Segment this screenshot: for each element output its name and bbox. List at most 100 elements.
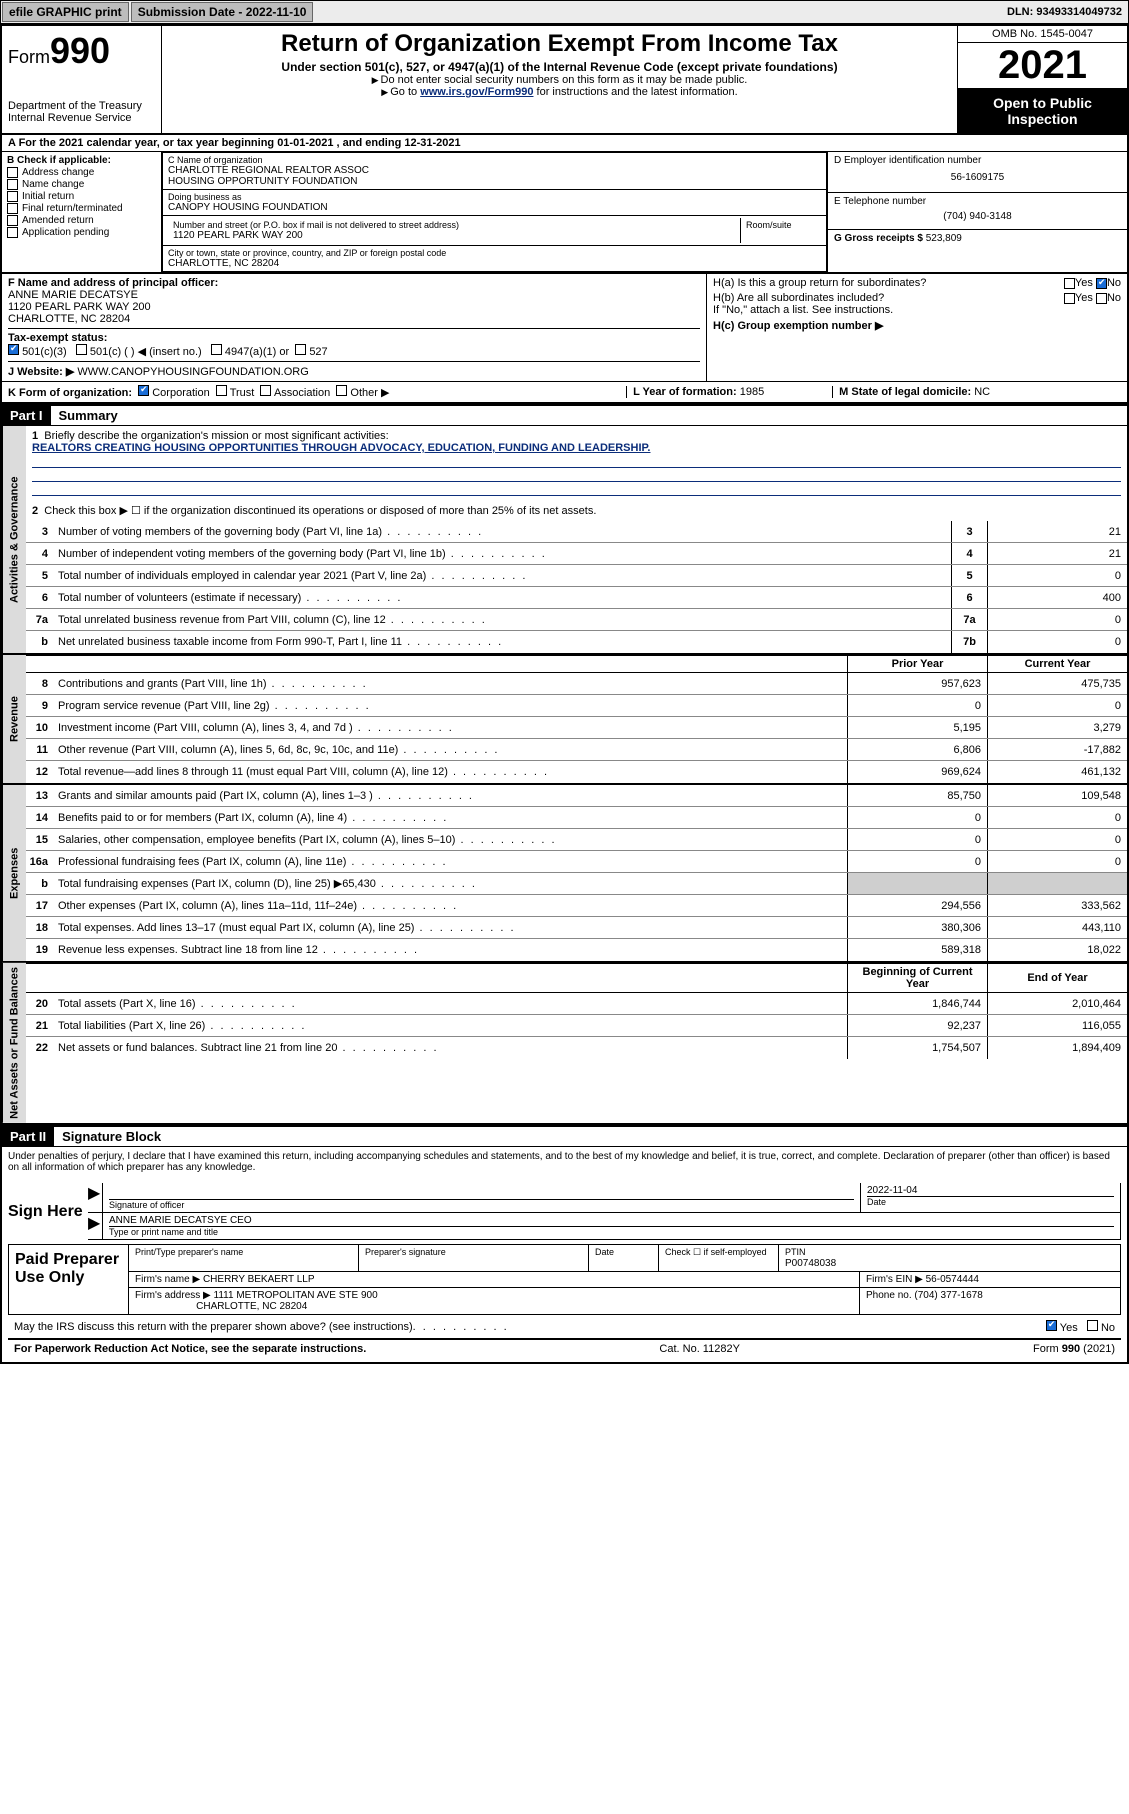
ptin-label: PTIN — [785, 1247, 806, 1257]
checkbox[interactable] — [7, 191, 18, 202]
tab-governance: Activities & Governance — [2, 426, 26, 653]
part1-label: Part I — [2, 406, 51, 425]
hb-yes[interactable] — [1064, 293, 1075, 304]
501c3-checkbox[interactable] — [8, 344, 19, 355]
opt-501c: 501(c) ( ) ◀ (insert no.) — [90, 346, 202, 358]
firm-name-value: CHERRY BEKAERT LLP — [203, 1274, 315, 1285]
col-current: Current Year — [987, 656, 1127, 672]
efile-print-button[interactable]: efile GRAPHIC print — [2, 2, 129, 22]
section-governance: Activities & Governance 1 Briefly descri… — [2, 426, 1127, 655]
sig-date-label: Date — [867, 1196, 1114, 1207]
opt-trust: Trust — [230, 387, 255, 399]
line-b: bTotal fundraising expenses (Part IX, co… — [26, 873, 1127, 895]
checkbox[interactable] — [7, 203, 18, 214]
501c-checkbox[interactable] — [76, 344, 87, 355]
prep-sig-label: Preparer's signature — [365, 1247, 446, 1257]
col-end: End of Year — [987, 964, 1127, 992]
hb-label: H(b) Are all subordinates included? — [713, 292, 1064, 304]
line-22: 22Net assets or fund balances. Subtract … — [26, 1037, 1127, 1059]
line-14: 14Benefits paid to or for members (Part … — [26, 807, 1127, 829]
col-d-ein: D Employer identification number 56-1609… — [827, 152, 1127, 272]
line-12: 12Total revenue—add lines 8 through 11 (… — [26, 761, 1127, 783]
open-inspection-badge: Open to Public Inspection — [958, 89, 1127, 133]
line-11: 11Other revenue (Part VIII, column (A), … — [26, 739, 1127, 761]
firm-addr1: 1111 METROPOLITAN AVE STE 900 — [214, 1290, 378, 1301]
officer-addr2: CHARLOTTE, NC 28204 — [8, 313, 700, 325]
line-9: 9Program service revenue (Part VIII, lin… — [26, 695, 1127, 717]
mission-text: REALTORS CREATING HOUSING OPPORTUNITIES … — [32, 442, 650, 454]
checkbox-label: Initial return — [22, 191, 74, 202]
firm-ein-value: 56-0574444 — [926, 1274, 979, 1285]
discuss-no-label: No — [1101, 1322, 1115, 1334]
form-number: 990 — [50, 30, 110, 71]
ha-yes[interactable] — [1064, 278, 1075, 289]
part2-label: Part II — [2, 1127, 54, 1146]
self-employed-label: Check ☐ if self-employed — [665, 1247, 767, 1257]
rows-f-h: F Name and address of principal officer:… — [2, 274, 1127, 382]
hb-no[interactable] — [1096, 293, 1107, 304]
period-line: A For the 2021 calendar year, or tax yea… — [2, 135, 1127, 152]
checkbox-label: Amended return — [22, 215, 94, 226]
ha-label: H(a) Is this a group return for subordin… — [713, 277, 1064, 289]
type-name-label: Type or print name and title — [109, 1226, 1114, 1237]
line-17: 17Other expenses (Part IX, column (A), l… — [26, 895, 1127, 917]
website-label: J Website: ▶ — [8, 366, 74, 378]
discuss-text: May the IRS discuss this return with the… — [14, 1321, 413, 1333]
part2-header: Part II Signature Block — [2, 1125, 1127, 1147]
ein-label: D Employer identification number — [834, 155, 1121, 166]
opt-501c3: 501(c)(3) — [22, 346, 67, 358]
assoc-checkbox[interactable] — [260, 385, 271, 396]
year-formation-value: 1985 — [740, 386, 764, 398]
checkbox[interactable] — [7, 227, 18, 238]
firm-phone-label: Phone no. — [866, 1290, 912, 1301]
officer-typed-name: ANNE MARIE DECATSYE CEO — [109, 1215, 1114, 1226]
checkbox[interactable] — [7, 215, 18, 226]
cat-no: Cat. No. 11282Y — [659, 1343, 740, 1355]
prep-name-label: Print/Type preparer's name — [135, 1247, 243, 1257]
omb-number: OMB No. 1545-0047 — [958, 26, 1127, 43]
yes-label: Yes — [1075, 277, 1093, 289]
domicile-label: M State of legal domicile: — [839, 386, 971, 398]
instructions-link[interactable]: www.irs.gov/Form990 — [420, 86, 533, 98]
line-13: 13Grants and similar amounts paid (Part … — [26, 785, 1127, 807]
year-formation-label: L Year of formation: — [633, 386, 737, 398]
subtitle-1: Under section 501(c), 527, or 4947(a)(1)… — [168, 60, 951, 74]
form-prefix: Form — [8, 47, 50, 67]
form-footer: Form 990 (2021) — [1033, 1343, 1115, 1355]
trust-checkbox[interactable] — [216, 385, 227, 396]
goto-suffix: for instructions and the latest informat… — [533, 86, 737, 98]
checkbox[interactable] — [7, 167, 18, 178]
firm-addr2: CHARLOTTE, NC 28204 — [196, 1301, 307, 1312]
4947-checkbox[interactable] — [211, 344, 222, 355]
website-value: WWW.CANOPYHOUSINGFOUNDATION.ORG — [77, 366, 308, 378]
checkbox[interactable] — [7, 179, 18, 190]
row-k: K Form of organization: Corporation Trus… — [2, 382, 1127, 404]
no-label: No — [1107, 277, 1121, 289]
opt-corp: Corporation — [152, 387, 209, 399]
ha-no[interactable] — [1096, 278, 1107, 289]
line-20: 20Total assets (Part X, line 16)1,846,74… — [26, 993, 1127, 1015]
527-checkbox[interactable] — [295, 344, 306, 355]
discuss-yes[interactable] — [1046, 1320, 1057, 1331]
tax-status-label: Tax-exempt status: — [8, 332, 107, 344]
ein-value: 56-1609175 — [834, 166, 1121, 189]
phone-value: (704) 940-3148 — [834, 207, 1121, 226]
gross-receipts-value: 523,809 — [926, 233, 962, 244]
line-b: bNet unrelated business taxable income f… — [26, 631, 1127, 653]
h-note: If "No," attach a list. See instructions… — [713, 304, 1121, 316]
form-org-label: K Form of organization: — [8, 387, 132, 399]
section-revenue: Revenue Prior Year Current Year 8Contrib… — [2, 655, 1127, 785]
discuss-no[interactable] — [1087, 1320, 1098, 1331]
line-4: 4Number of independent voting members of… — [26, 543, 1127, 565]
submission-date: Submission Date - 2022-11-10 — [131, 2, 314, 22]
checkbox-label: Name change — [22, 179, 84, 190]
preparer-block: Paid Preparer Use Only Print/Type prepar… — [8, 1244, 1121, 1315]
declaration-text: Under penalties of perjury, I declare th… — [8, 1151, 1121, 1173]
checkbox-label: Final return/terminated — [22, 203, 123, 214]
paid-preparer-label: Paid Preparer Use Only — [9, 1245, 129, 1314]
other-checkbox[interactable] — [336, 385, 347, 396]
line-19: 19Revenue less expenses. Subtract line 1… — [26, 939, 1127, 961]
discuss-yes-label: Yes — [1060, 1322, 1078, 1334]
officer-label: F Name and address of principal officer: — [8, 277, 218, 289]
corp-checkbox[interactable] — [138, 385, 149, 396]
